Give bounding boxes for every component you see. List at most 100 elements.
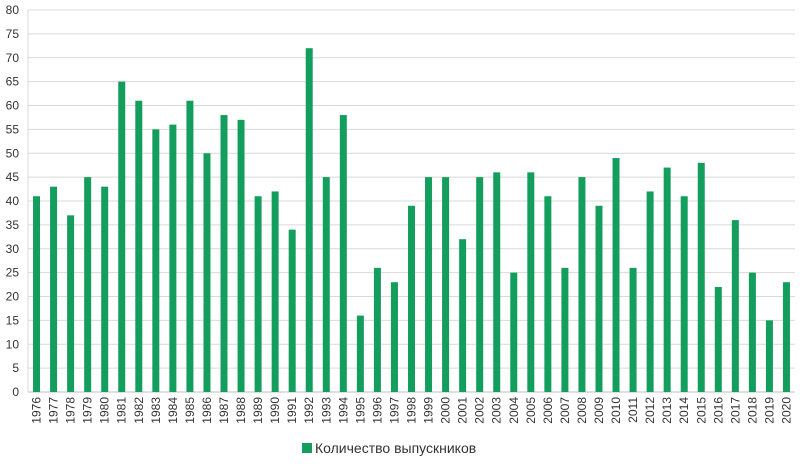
x-axis-ticks: 1976 1977 1978 1979 1980 1981 1982 1983 1984 1985… xyxy=(30,397,794,424)
y-tick-label: 65 xyxy=(6,75,20,89)
bar-1991 xyxy=(288,229,296,392)
x-tick-label: 2000 xyxy=(439,397,453,424)
bar-1992 xyxy=(305,48,313,392)
bar-1999 xyxy=(425,177,433,392)
x-tick-label: 2013 xyxy=(660,397,674,424)
x-tick-label: 2004 xyxy=(507,397,521,424)
x-tick-label: 2015 xyxy=(694,397,708,424)
y-tick-label: 80 xyxy=(6,3,20,17)
legend-swatch xyxy=(302,443,312,453)
x-tick-label: 2019 xyxy=(762,397,776,424)
bar-2020 xyxy=(782,282,790,392)
bar-1996 xyxy=(373,267,381,392)
bar-2010 xyxy=(612,158,620,392)
x-tick-label: 1997 xyxy=(387,397,401,424)
bar-2019 xyxy=(765,320,773,392)
x-tick-label: 1983 xyxy=(149,397,163,424)
bar-1997 xyxy=(390,282,398,392)
bar-1983 xyxy=(152,129,160,392)
x-tick-label: 2001 xyxy=(456,397,470,424)
x-tick-label: 2012 xyxy=(643,397,657,424)
x-tick-label: 1977 xyxy=(47,397,61,424)
bar-1994 xyxy=(339,115,347,393)
bar-1995 xyxy=(356,315,364,392)
bar-1993 xyxy=(322,177,330,392)
x-tick-label: 1993 xyxy=(319,397,333,424)
y-tick-label: 5 xyxy=(12,361,19,375)
bar-1990 xyxy=(271,191,279,392)
y-tick-label: 15 xyxy=(6,313,20,327)
x-tick-label: 2020 xyxy=(779,397,793,424)
bar-2013 xyxy=(663,167,671,392)
x-tick-label: 1981 xyxy=(115,397,129,424)
x-tick-label: 1989 xyxy=(251,397,265,424)
x-tick-label: 1995 xyxy=(353,397,367,424)
x-tick-label: 2007 xyxy=(558,397,572,424)
x-tick-label: 1984 xyxy=(166,397,180,424)
x-tick-label: 2010 xyxy=(609,397,623,424)
legend-label: Количество выпускников xyxy=(315,440,476,456)
x-tick-label: 2003 xyxy=(490,397,504,424)
y-tick-label: 0 xyxy=(12,385,19,399)
y-tick-label: 50 xyxy=(6,146,20,160)
x-tick-label: 1990 xyxy=(268,397,282,424)
x-tick-label: 1992 xyxy=(302,397,316,424)
x-tick-label: 1979 xyxy=(81,397,95,424)
x-tick-label: 1998 xyxy=(405,397,419,424)
y-tick-label: 70 xyxy=(6,51,20,65)
x-tick-label: 1999 xyxy=(422,397,436,424)
bar-2016 xyxy=(714,286,722,392)
bars xyxy=(33,48,790,393)
x-tick-label: 2017 xyxy=(728,397,742,424)
y-tick-label: 40 xyxy=(6,194,20,208)
bar-1986 xyxy=(203,153,211,392)
x-tick-label: 2006 xyxy=(541,397,555,424)
bar-2018 xyxy=(748,272,756,392)
bar-1984 xyxy=(169,124,177,392)
bar-1980 xyxy=(101,186,109,392)
bar-2012 xyxy=(646,191,654,392)
bar-2000 xyxy=(442,177,450,392)
y-tick-label: 60 xyxy=(6,99,20,113)
y-tick-label: 10 xyxy=(6,337,20,351)
x-tick-label: 1982 xyxy=(132,397,146,424)
x-tick-label: 2009 xyxy=(592,397,606,424)
x-tick-label: 1978 xyxy=(64,397,78,424)
x-tick-label: 2005 xyxy=(524,397,538,424)
bar-2008 xyxy=(578,177,586,392)
y-tick-label: 25 xyxy=(6,266,20,280)
x-tick-label: 1976 xyxy=(30,397,44,424)
bar-1982 xyxy=(135,100,143,392)
bar-1976 xyxy=(33,196,41,392)
x-tick-label: 1987 xyxy=(217,397,231,424)
y-axis-ticks: 0 5 10 15 20 25 30 35 40 45 50 55 60 65 70 75 80 xyxy=(6,3,20,399)
y-tick-label: 75 xyxy=(6,27,20,41)
bar-2002 xyxy=(476,177,484,392)
bar-2017 xyxy=(731,220,739,392)
bar-1988 xyxy=(237,119,245,392)
bar-2005 xyxy=(527,172,535,392)
y-tick-label: 45 xyxy=(6,170,20,184)
x-tick-label: 1996 xyxy=(370,397,384,424)
bar-2007 xyxy=(561,267,569,392)
x-tick-label: 2002 xyxy=(473,397,487,424)
x-tick-label: 2008 xyxy=(575,397,589,424)
x-tick-label: 1986 xyxy=(200,397,214,424)
y-tick-label: 20 xyxy=(6,290,20,304)
bar-2003 xyxy=(493,172,501,392)
x-tick-label: 2011 xyxy=(626,397,640,423)
bar-1978 xyxy=(67,215,75,392)
bar-2014 xyxy=(680,196,688,392)
bar-1989 xyxy=(254,196,262,392)
x-tick-label: 2016 xyxy=(711,397,725,424)
y-tick-label: 30 xyxy=(6,242,20,256)
x-tick-label: 2018 xyxy=(745,397,759,424)
bar-2011 xyxy=(629,267,637,392)
bar-2015 xyxy=(697,162,705,392)
bar-2004 xyxy=(510,272,518,392)
x-tick-label: 1994 xyxy=(336,397,350,424)
bar-1981 xyxy=(118,81,126,392)
bar-1998 xyxy=(408,205,415,392)
bar-1985 xyxy=(186,100,194,392)
